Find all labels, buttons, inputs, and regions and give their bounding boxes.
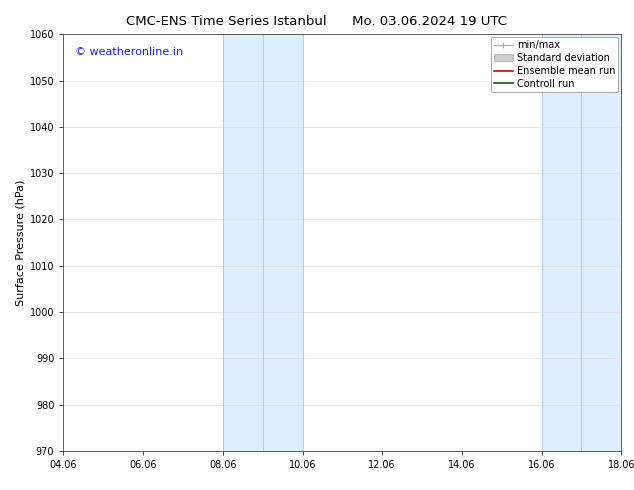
Bar bbox=[223, 34, 262, 451]
Y-axis label: Surface Pressure (hPa): Surface Pressure (hPa) bbox=[16, 179, 25, 306]
Bar bbox=[541, 34, 581, 451]
Legend: min/max, Standard deviation, Ensemble mean run, Controll run: min/max, Standard deviation, Ensemble me… bbox=[491, 37, 618, 92]
Text: © weatheronline.in: © weatheronline.in bbox=[75, 47, 183, 57]
Bar bbox=[262, 34, 302, 451]
Bar bbox=[581, 34, 621, 451]
Text: CMC-ENS Time Series Istanbul      Mo. 03.06.2024 19 UTC: CMC-ENS Time Series Istanbul Mo. 03.06.2… bbox=[127, 15, 507, 28]
